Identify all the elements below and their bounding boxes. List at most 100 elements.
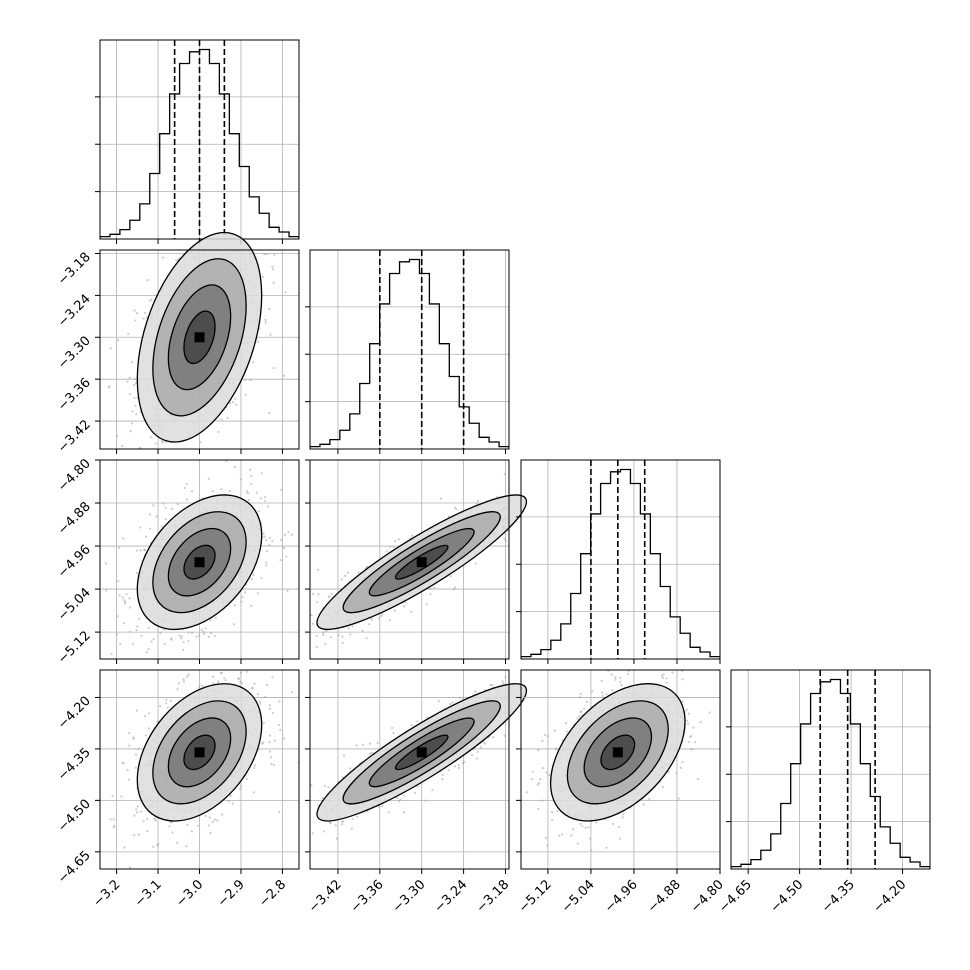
scatter-point: [287, 531, 290, 534]
y-tick-label: −4.20: [55, 694, 94, 733]
scatter-point: [264, 321, 267, 324]
scatter-point: [130, 361, 134, 364]
scatter-point: [381, 805, 384, 808]
scatter-point: [387, 811, 390, 814]
scatter-point: [321, 796, 324, 800]
y-tick-label: −5.04: [55, 585, 94, 624]
scatter-point: [128, 744, 131, 747]
scatter-point: [131, 410, 134, 413]
scatter-point: [545, 474, 547, 476]
scatter-point: [262, 721, 265, 724]
scatter-point: [164, 506, 167, 509]
scatter-point: [135, 808, 138, 811]
scatter-point: [531, 704, 533, 706]
scatter-point: [147, 470, 149, 472]
scatter-point: [224, 208, 226, 210]
scatter-point: [245, 233, 247, 235]
scatter-point: [249, 482, 253, 485]
scatter-point: [377, 805, 381, 808]
scatter-point: [264, 318, 267, 322]
scatter-point: [614, 676, 617, 679]
scatter-point: [342, 754, 346, 757]
axes-frame: [99, 39, 300, 240]
scatter-point: [190, 830, 193, 833]
scatter-point: [311, 592, 315, 596]
scatter-point: [220, 488, 223, 491]
scatter-point: [392, 732, 395, 735]
scatter-point: [146, 279, 149, 282]
scatter-point: [219, 671, 223, 675]
scatter-point: [145, 535, 148, 538]
scatter-point: [296, 623, 298, 625]
scatter-point: [284, 291, 287, 294]
scatter-point: [134, 404, 137, 407]
y-tick-label: −3.36: [55, 375, 94, 414]
scatter-point: [214, 616, 217, 619]
scatter-point: [525, 705, 527, 707]
scatter-point: [272, 281, 275, 284]
scatter-point: [121, 596, 124, 599]
density-peak: [194, 747, 205, 758]
scatter-point: [220, 418, 223, 421]
scatter-point: [142, 317, 145, 320]
scatter-point: [246, 492, 250, 495]
scatter-point: [144, 311, 147, 315]
scatter-point: [208, 212, 210, 214]
scatter-point: [154, 442, 157, 445]
scatter-point: [142, 820, 145, 823]
scatter-point: [218, 210, 220, 212]
scatter-point: [531, 682, 533, 684]
scatter-point: [129, 430, 132, 433]
scatter-point: [116, 338, 120, 342]
histogram-step: [310, 258, 509, 449]
scatter-point: [551, 475, 553, 477]
scatter-point: [329, 821, 332, 825]
scatter-point: [129, 606, 132, 609]
scatter-point: [551, 495, 553, 497]
scatter-point: [537, 491, 539, 493]
scatter-point: [155, 515, 158, 518]
scatter-point: [523, 718, 525, 720]
scatter-point: [220, 813, 224, 816]
density-peak: [416, 557, 427, 568]
scatter-point: [149, 436, 152, 439]
scatter-point: [271, 539, 274, 543]
scatter-point: [677, 797, 680, 800]
scatter-point: [179, 451, 181, 453]
scatter-point: [210, 632, 213, 635]
scatter-point: [261, 275, 265, 278]
scatter-point: [550, 474, 552, 476]
scatter-point: [268, 544, 271, 547]
scatter-point: [182, 678, 185, 681]
scatter-point: [402, 605, 406, 608]
scatter-point: [441, 778, 444, 781]
scatter-point: [187, 631, 190, 634]
scatter-point: [239, 671, 243, 674]
scatter-point: [209, 831, 212, 835]
scatter-point: [268, 750, 271, 753]
scatter-point: [693, 740, 697, 744]
y-tick-label: −4.88: [55, 499, 94, 538]
scatter-point: [385, 550, 388, 553]
scatter-point: [227, 800, 230, 803]
scatter-point: [265, 538, 268, 542]
scatter-point: [268, 734, 272, 737]
x-tick-label: −3.42: [306, 877, 345, 916]
scatter-point: [245, 234, 247, 236]
scatter-point: [621, 813, 625, 816]
scatter-point: [126, 380, 129, 383]
scatter-point: [145, 817, 149, 820]
scatter-point: [154, 457, 156, 459]
scatter-point: [483, 742, 487, 745]
scatter-point: [136, 625, 139, 628]
scatter-point: [347, 627, 350, 630]
scatter-point: [271, 711, 275, 715]
scatter-point: [136, 805, 139, 808]
scatter-point: [583, 707, 586, 710]
scatter-point: [265, 561, 268, 564]
axes-frame: [99, 249, 300, 450]
scatter-point: [546, 735, 550, 738]
scatter-point: [346, 571, 350, 574]
scatter-point: [144, 715, 147, 718]
scatter-point: [491, 683, 494, 686]
